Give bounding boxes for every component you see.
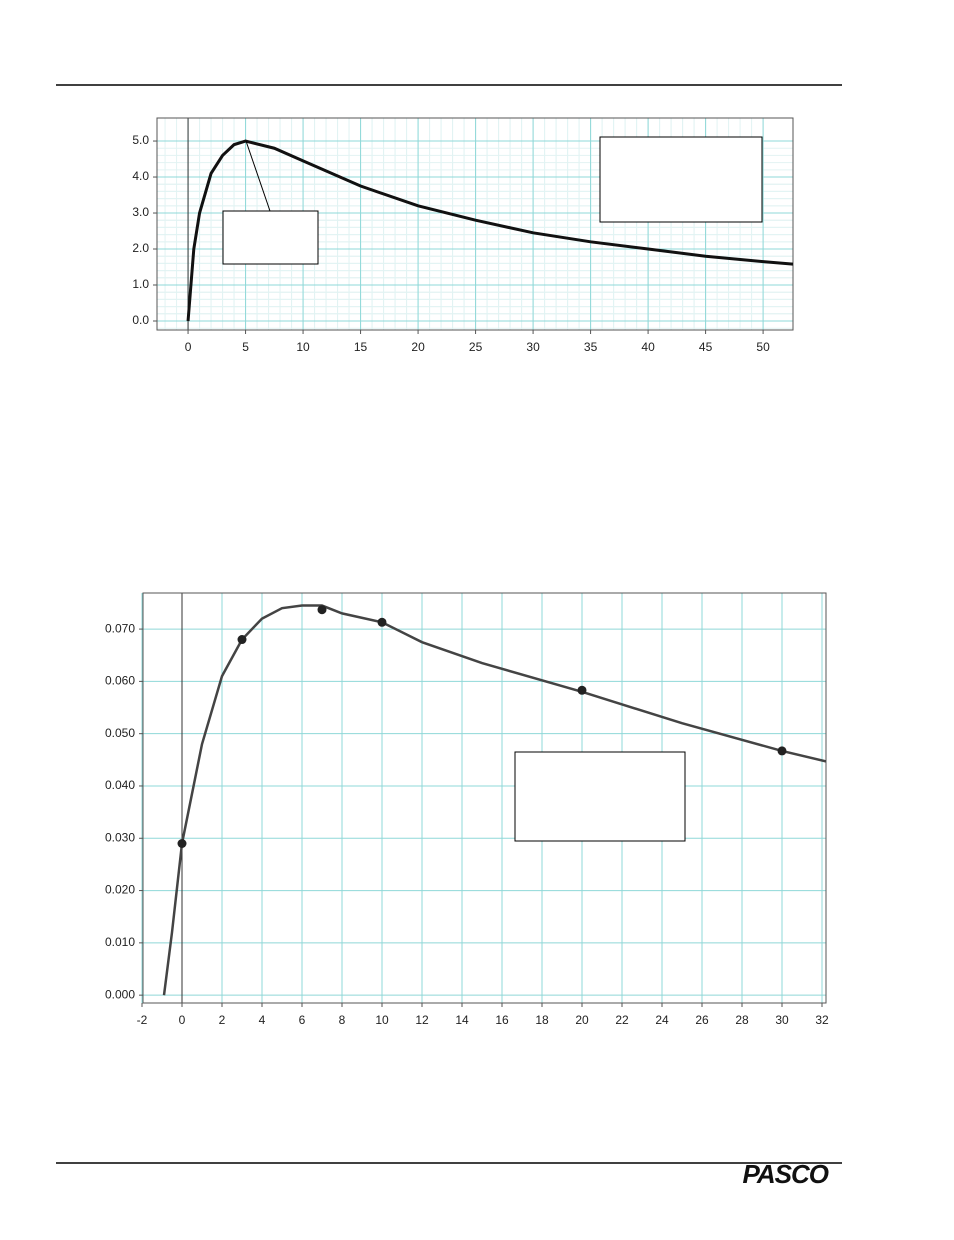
x-tick-label: 10 (296, 340, 310, 354)
data-point (577, 685, 587, 695)
x-tick-label: 50 (756, 340, 770, 354)
x-tick-label: 24 (655, 1013, 669, 1027)
y-tick-label: 0.070 (105, 621, 135, 635)
x-tick-label: 45 (699, 340, 713, 354)
x-tick-label: 0 (185, 340, 192, 354)
y-tick-label: 5.0 (132, 133, 149, 147)
x-tick-label: 20 (411, 340, 425, 354)
x-tick-label: 2 (219, 1013, 226, 1027)
x-tick-label: 5 (242, 340, 249, 354)
charts: 0 5 10 15 20 25 30 35 40 45 500.01.02.03.04.05.0-2… (105, 117, 829, 1027)
plot-area (143, 593, 826, 1003)
plot-frame (142, 592, 827, 1004)
x-tick-label: 32 (815, 1013, 829, 1027)
y-tick-label: 0.050 (105, 726, 135, 740)
plot-frame (156, 117, 794, 331)
x-tick-label: 15 (354, 340, 368, 354)
y-tick-label: 0.020 (105, 883, 135, 897)
x-tick-label: 4 (259, 1013, 266, 1027)
y-tick-label: 0.030 (105, 830, 135, 844)
annotation-box (599, 136, 763, 223)
x-tick-label: 30 (526, 340, 540, 354)
y-tick-label: 0.040 (105, 778, 135, 792)
y-tick-label: 2.0 (132, 241, 149, 255)
y-tick-label: 1.0 (132, 277, 149, 291)
x-tick-label: 18 (535, 1013, 549, 1027)
x-tick-label: 40 (641, 340, 655, 354)
logo: PASCO (742, 1159, 828, 1189)
x-tick-label: 10 (375, 1013, 389, 1027)
x-tick-label: 28 (735, 1013, 749, 1027)
x-tick-label: 22 (615, 1013, 629, 1027)
x-tick-label: 8 (339, 1013, 346, 1027)
data-point (377, 617, 387, 627)
x-tick-label: 14 (455, 1013, 469, 1027)
x-tick-label: 12 (415, 1013, 429, 1027)
x-tick-label: 30 (775, 1013, 789, 1027)
x-tick-label: 26 (695, 1013, 709, 1027)
x-tick-label: 6 (299, 1013, 306, 1027)
x-tick-label: 16 (495, 1013, 509, 1027)
y-tick-label: 0.060 (105, 674, 135, 688)
annotation-box (514, 751, 686, 842)
curve (186, 139, 793, 322)
x-tick-label: 25 (469, 340, 483, 354)
x-tick-label: -2 (137, 1013, 148, 1027)
y-tick-label: 0.000 (105, 987, 135, 1001)
annotations (222, 136, 763, 842)
fit-curve (162, 604, 826, 996)
data-point (177, 838, 187, 848)
y-tick-label: 0.010 (105, 935, 135, 949)
callout-pointer (245, 140, 271, 212)
data-point (777, 746, 787, 756)
x-tick-label: 0 (179, 1013, 186, 1027)
y-tick-label: 0.0 (132, 313, 149, 327)
y-tick-label: 3.0 (132, 205, 149, 219)
x-tick-label: 20 (575, 1013, 589, 1027)
callout-box (222, 210, 319, 265)
x-tick-label: 35 (584, 340, 598, 354)
data-point (317, 605, 327, 615)
data-point (237, 635, 247, 645)
y-tick-label: 4.0 (132, 169, 149, 183)
